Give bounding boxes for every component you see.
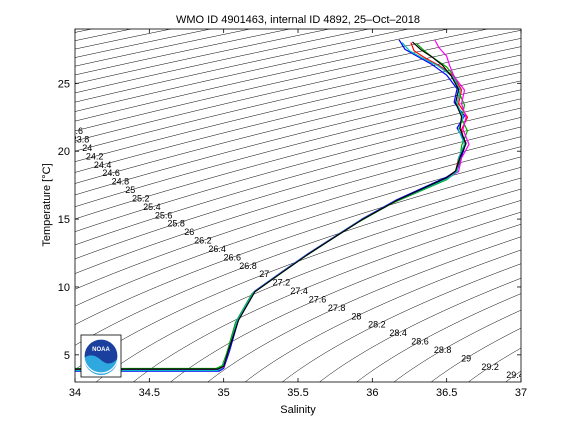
isopycnal-line — [75, 89, 521, 208]
isopycnal-line — [75, 107, 521, 232]
isopycnal-line — [75, 136, 521, 274]
x-tick-label: 35 — [218, 387, 230, 399]
y-tick-label: 5 — [64, 350, 70, 362]
isopycnal-label: 26.6 — [224, 252, 242, 262]
noaa-logo: NOAA — [80, 334, 122, 378]
isopycnal-label: 25.4 — [143, 202, 161, 212]
isopycnal-label: 24.2 — [86, 151, 104, 161]
isopycnal-line — [95, 200, 521, 382]
isopycnal-line — [319, 277, 521, 382]
x-tick-label: 34.5 — [139, 387, 160, 399]
isopycnal-label: 26.8 — [239, 261, 257, 271]
isopycnal-label: 27.6 — [309, 295, 327, 305]
isopycnal-label: 25.2 — [132, 193, 150, 203]
isopycnal-line — [244, 249, 521, 382]
profile-line-6 — [75, 41, 467, 370]
isopycnal-line — [75, 46, 521, 152]
x-tick-label: 36 — [366, 387, 378, 399]
isopycnal-line — [356, 293, 521, 382]
isopycnal-label: 25 — [125, 185, 135, 195]
isopycnal-label: 29 — [461, 353, 471, 363]
isopycnal-label: 28.2 — [368, 320, 386, 330]
isopycnal-line — [75, 29, 521, 132]
isopycnal-line — [75, 29, 489, 122]
isopycnal-line — [75, 126, 521, 260]
isopycnal-label: 28 — [351, 311, 361, 321]
isopycnal-label: 28.4 — [389, 328, 407, 338]
isopycnal-label: 24 — [82, 143, 92, 153]
isopycnal-label: 23.8 — [72, 135, 90, 145]
isopycnal-line — [75, 29, 450, 112]
isopycnal-line — [75, 38, 521, 142]
isopycnal-line — [430, 327, 521, 382]
x-tick-label: 35.5 — [287, 387, 308, 399]
isopycnal-label: 29.4 — [506, 370, 524, 380]
isopycnal-label: 25.8 — [167, 219, 185, 229]
profile-series — [75, 39, 470, 372]
isopycnal-label: 27 — [259, 269, 269, 279]
isopycnal-line — [75, 117, 521, 246]
x-tick-label: 36.5 — [436, 387, 457, 399]
y-axis: 5 10 15 20 25 — [58, 78, 521, 362]
chart-title: WMO ID 4901463, internal ID 4892, 25–Oct… — [176, 14, 420, 26]
isopycnal-line — [75, 188, 521, 370]
isopycnal-line — [281, 263, 521, 382]
y-tick-label: 20 — [58, 146, 70, 158]
noaa-logo-text: NOAA — [92, 347, 110, 353]
isopycnal-label: 26 — [184, 227, 194, 237]
y-axis-label: Temperature [°C] — [41, 163, 53, 246]
isopycnal-labels: 23.623.82424.224.424.624.82525.225.425.6… — [66, 126, 524, 380]
y-tick-label: 25 — [58, 78, 70, 90]
isopycnal-label: 28.6 — [411, 337, 429, 347]
x-tick-label: 34 — [69, 387, 81, 399]
isopycnal-label: 28.8 — [434, 345, 452, 355]
isopycnal-line — [170, 223, 521, 382]
isopycnal-label: 24.6 — [102, 168, 120, 178]
isopycnal-line — [393, 309, 521, 382]
x-tick-label: 37 — [515, 387, 527, 399]
isopycnal-line — [75, 29, 371, 94]
isopycnal-line — [75, 29, 410, 103]
isopycnal-line — [75, 29, 331, 85]
isopycnal-label: 27.8 — [328, 303, 346, 313]
isopycnal-label: 26.2 — [194, 236, 212, 246]
isopycnal-line — [75, 63, 521, 173]
isopycnal-line — [75, 98, 521, 220]
isopycnal-line — [75, 177, 521, 346]
isopycnal-line — [75, 146, 521, 290]
isopycnal-label: 25.6 — [155, 210, 173, 220]
y-tick-label: 15 — [58, 214, 70, 226]
y-tick-label: 10 — [58, 282, 70, 294]
isopycnal-line — [75, 71, 521, 184]
isopycnal-label: 24.4 — [94, 160, 112, 170]
isopycnal-label: 26.4 — [208, 244, 226, 254]
isopycnal-line — [132, 211, 521, 382]
x-axis-label: Salinity — [280, 404, 316, 416]
isopycnal-line — [75, 156, 521, 307]
isopycnal-line — [207, 236, 521, 382]
isopycnal-line — [75, 54, 521, 162]
isopycnal-label: 24.8 — [112, 177, 130, 187]
isopycnal-label: 23.6 — [66, 126, 84, 136]
isopycnal-label: 27.4 — [290, 286, 308, 296]
plot-area — [75, 29, 521, 382]
x-axis: 34 34.5 35 35.5 36 36.5 37 — [69, 29, 527, 399]
isopycnal-label: 27.2 — [273, 278, 291, 288]
isopycnal-label: 29.2 — [481, 362, 499, 372]
